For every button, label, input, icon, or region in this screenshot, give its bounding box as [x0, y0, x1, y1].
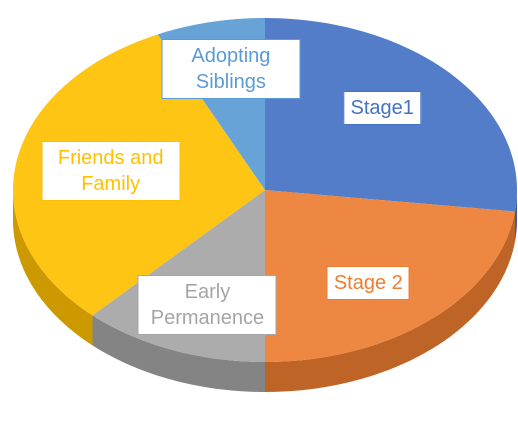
- slice-side: [265, 211, 516, 392]
- slice-side: [13, 190, 93, 346]
- slice-label: Stage1: [343, 91, 421, 126]
- slice-label: Stage 2: [326, 265, 410, 300]
- slice-label: Adopting Siblings: [161, 39, 301, 100]
- slice-label: Early Permanence: [137, 275, 277, 336]
- slice-side: [515, 190, 517, 242]
- slice-side: [92, 315, 265, 392]
- slice-label: Friends and Family: [41, 140, 181, 201]
